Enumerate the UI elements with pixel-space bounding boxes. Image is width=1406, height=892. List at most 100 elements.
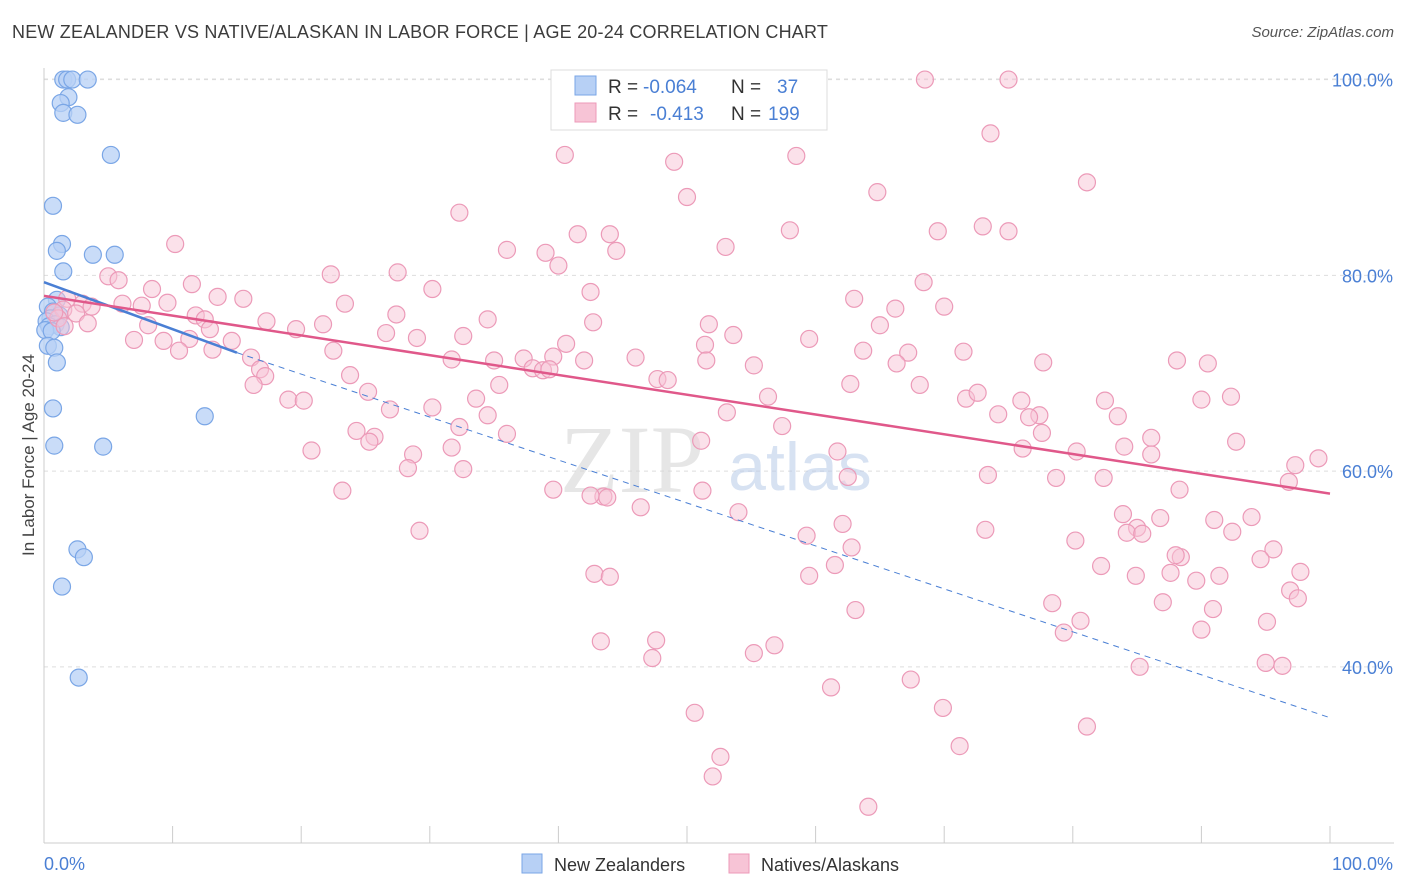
natives-alaskans-point [321, 265, 340, 284]
natives-alaskans-point [976, 520, 995, 539]
natives-alaskans-point [685, 703, 704, 722]
y-tick-label: 40.0% [1342, 658, 1393, 678]
stats-swatch-pink [574, 102, 597, 123]
new-zealanders-point [78, 70, 97, 89]
natives-alaskans-point [423, 398, 442, 417]
new-zealanders-point [43, 196, 63, 215]
natives-alaskans-point [1142, 445, 1161, 464]
new-zealanders-point [74, 548, 93, 567]
watermark: ZIP atlas [560, 406, 872, 513]
natives-alaskans-point [1273, 656, 1292, 675]
natives-alaskans-point [821, 678, 841, 697]
natives-alaskans-point [1077, 173, 1097, 192]
legend-label-natives-alaskans[interactable]: Natives/Alaskans [761, 855, 899, 875]
natives-alaskans-point [607, 241, 626, 260]
natives-alaskans-point [169, 341, 189, 360]
natives-alaskans-point [999, 70, 1018, 89]
natives-alaskans-point [1153, 593, 1172, 612]
y-axis-label: In Labor Force | Age 20-24 [19, 354, 38, 556]
stats-swatch-blue [574, 75, 597, 96]
natives-alaskans-point [999, 222, 1018, 241]
natives-alaskans-point [773, 416, 792, 436]
new-zealanders-point [195, 407, 214, 426]
natives-alaskans-point [914, 273, 933, 292]
natives-alaskans-point [1167, 351, 1187, 370]
natives-alaskans-point [870, 316, 890, 335]
natives-alaskans-point [347, 421, 366, 441]
natives-alaskans-point [744, 356, 763, 375]
natives-alaskans-point [1210, 566, 1229, 585]
natives-alaskans-point [899, 343, 918, 362]
natives-alaskans-point [568, 225, 587, 244]
natives-alaskans-point [954, 342, 973, 361]
natives-alaskans-point [729, 503, 748, 522]
legend-swatch-new-zealanders[interactable] [521, 853, 543, 874]
natives-alaskans-point [780, 221, 799, 240]
natives-alaskans-point [1166, 546, 1185, 565]
natives-alaskans-point [1192, 620, 1211, 639]
natives-alaskans-point [886, 299, 905, 318]
natives-alaskans-point [154, 331, 173, 351]
data-points [36, 70, 1328, 816]
natives-alaskans-point [1257, 612, 1277, 631]
natives-alaskans-point [388, 263, 407, 282]
natives-alaskans-point [695, 335, 715, 354]
natives-alaskans-point [989, 405, 1008, 424]
natives-alaskans-point [423, 279, 442, 299]
stats-r-label: R = [608, 77, 643, 98]
natives-alaskans-point [677, 187, 697, 207]
natives-alaskans-point [711, 747, 730, 766]
natives-alaskans-point [208, 287, 227, 306]
natives-alaskans-point [887, 354, 906, 373]
natives-alaskans-point [825, 555, 844, 575]
natives-alaskans-point [1256, 653, 1275, 673]
natives-alaskans-point [981, 124, 1000, 143]
natives-alaskans-point [478, 310, 497, 329]
natives-alaskans-point [716, 237, 735, 257]
natives-alaskans-point [109, 271, 128, 290]
natives-alaskans-point [1012, 391, 1031, 410]
natives-alaskans-point [915, 70, 935, 89]
natives-alaskans-point [1054, 623, 1073, 642]
new-zealanders-point [54, 262, 73, 281]
natives-alaskans-point [222, 331, 241, 351]
natives-alaskans-point [279, 390, 298, 409]
y-tick-label: 60.0% [1342, 462, 1393, 482]
stats-n-label: N = [731, 77, 766, 98]
trend-lines [43, 281, 1331, 719]
natives-alaskans-point [1019, 408, 1039, 427]
natives-alaskans-point [1071, 611, 1090, 630]
natives-alaskans-point [859, 797, 878, 816]
natives-alaskans-point [450, 203, 469, 222]
natives-alaskans-point [841, 374, 860, 394]
x-tick-label: 0.0% [44, 854, 85, 874]
natives-alaskans-point [591, 632, 610, 651]
natives-alaskans-point [340, 366, 360, 385]
stats-r-label: R = [608, 104, 643, 125]
natives-alaskans-point [1288, 589, 1307, 608]
natives-alaskans-point [1126, 566, 1145, 585]
new-zealanders-point [47, 353, 66, 372]
natives-alaskans-point [302, 441, 321, 460]
natives-alaskans-point [581, 282, 600, 302]
natives-alaskans-point [1242, 507, 1261, 527]
natives-alaskans-point [1251, 550, 1270, 569]
natives-alaskans-point [703, 767, 722, 786]
new-zealanders-point [52, 577, 72, 596]
natives-alaskans-point [1091, 556, 1111, 576]
natives-alaskans-point [454, 460, 473, 479]
natives-alaskans-point [647, 631, 666, 650]
natives-alaskans-point [1066, 531, 1085, 550]
natives-alaskans-point [67, 304, 86, 323]
y-tick-label: 80.0% [1342, 266, 1393, 286]
natives-alaskans-point [555, 145, 574, 165]
legend-label-new-zealanders[interactable]: New Zealanders [554, 855, 685, 875]
source-credit: Source: ZipAtlas.com [1251, 24, 1394, 41]
natives-alaskans-point [935, 297, 954, 316]
natives-alaskans-point [376, 323, 396, 343]
natives-alaskans-point [549, 256, 568, 275]
natives-alaskans-point [1187, 571, 1206, 590]
natives-alaskans-point [1161, 563, 1180, 582]
legend-swatch-natives-alaskans[interactable] [728, 853, 750, 874]
natives-alaskans-point [973, 217, 992, 236]
